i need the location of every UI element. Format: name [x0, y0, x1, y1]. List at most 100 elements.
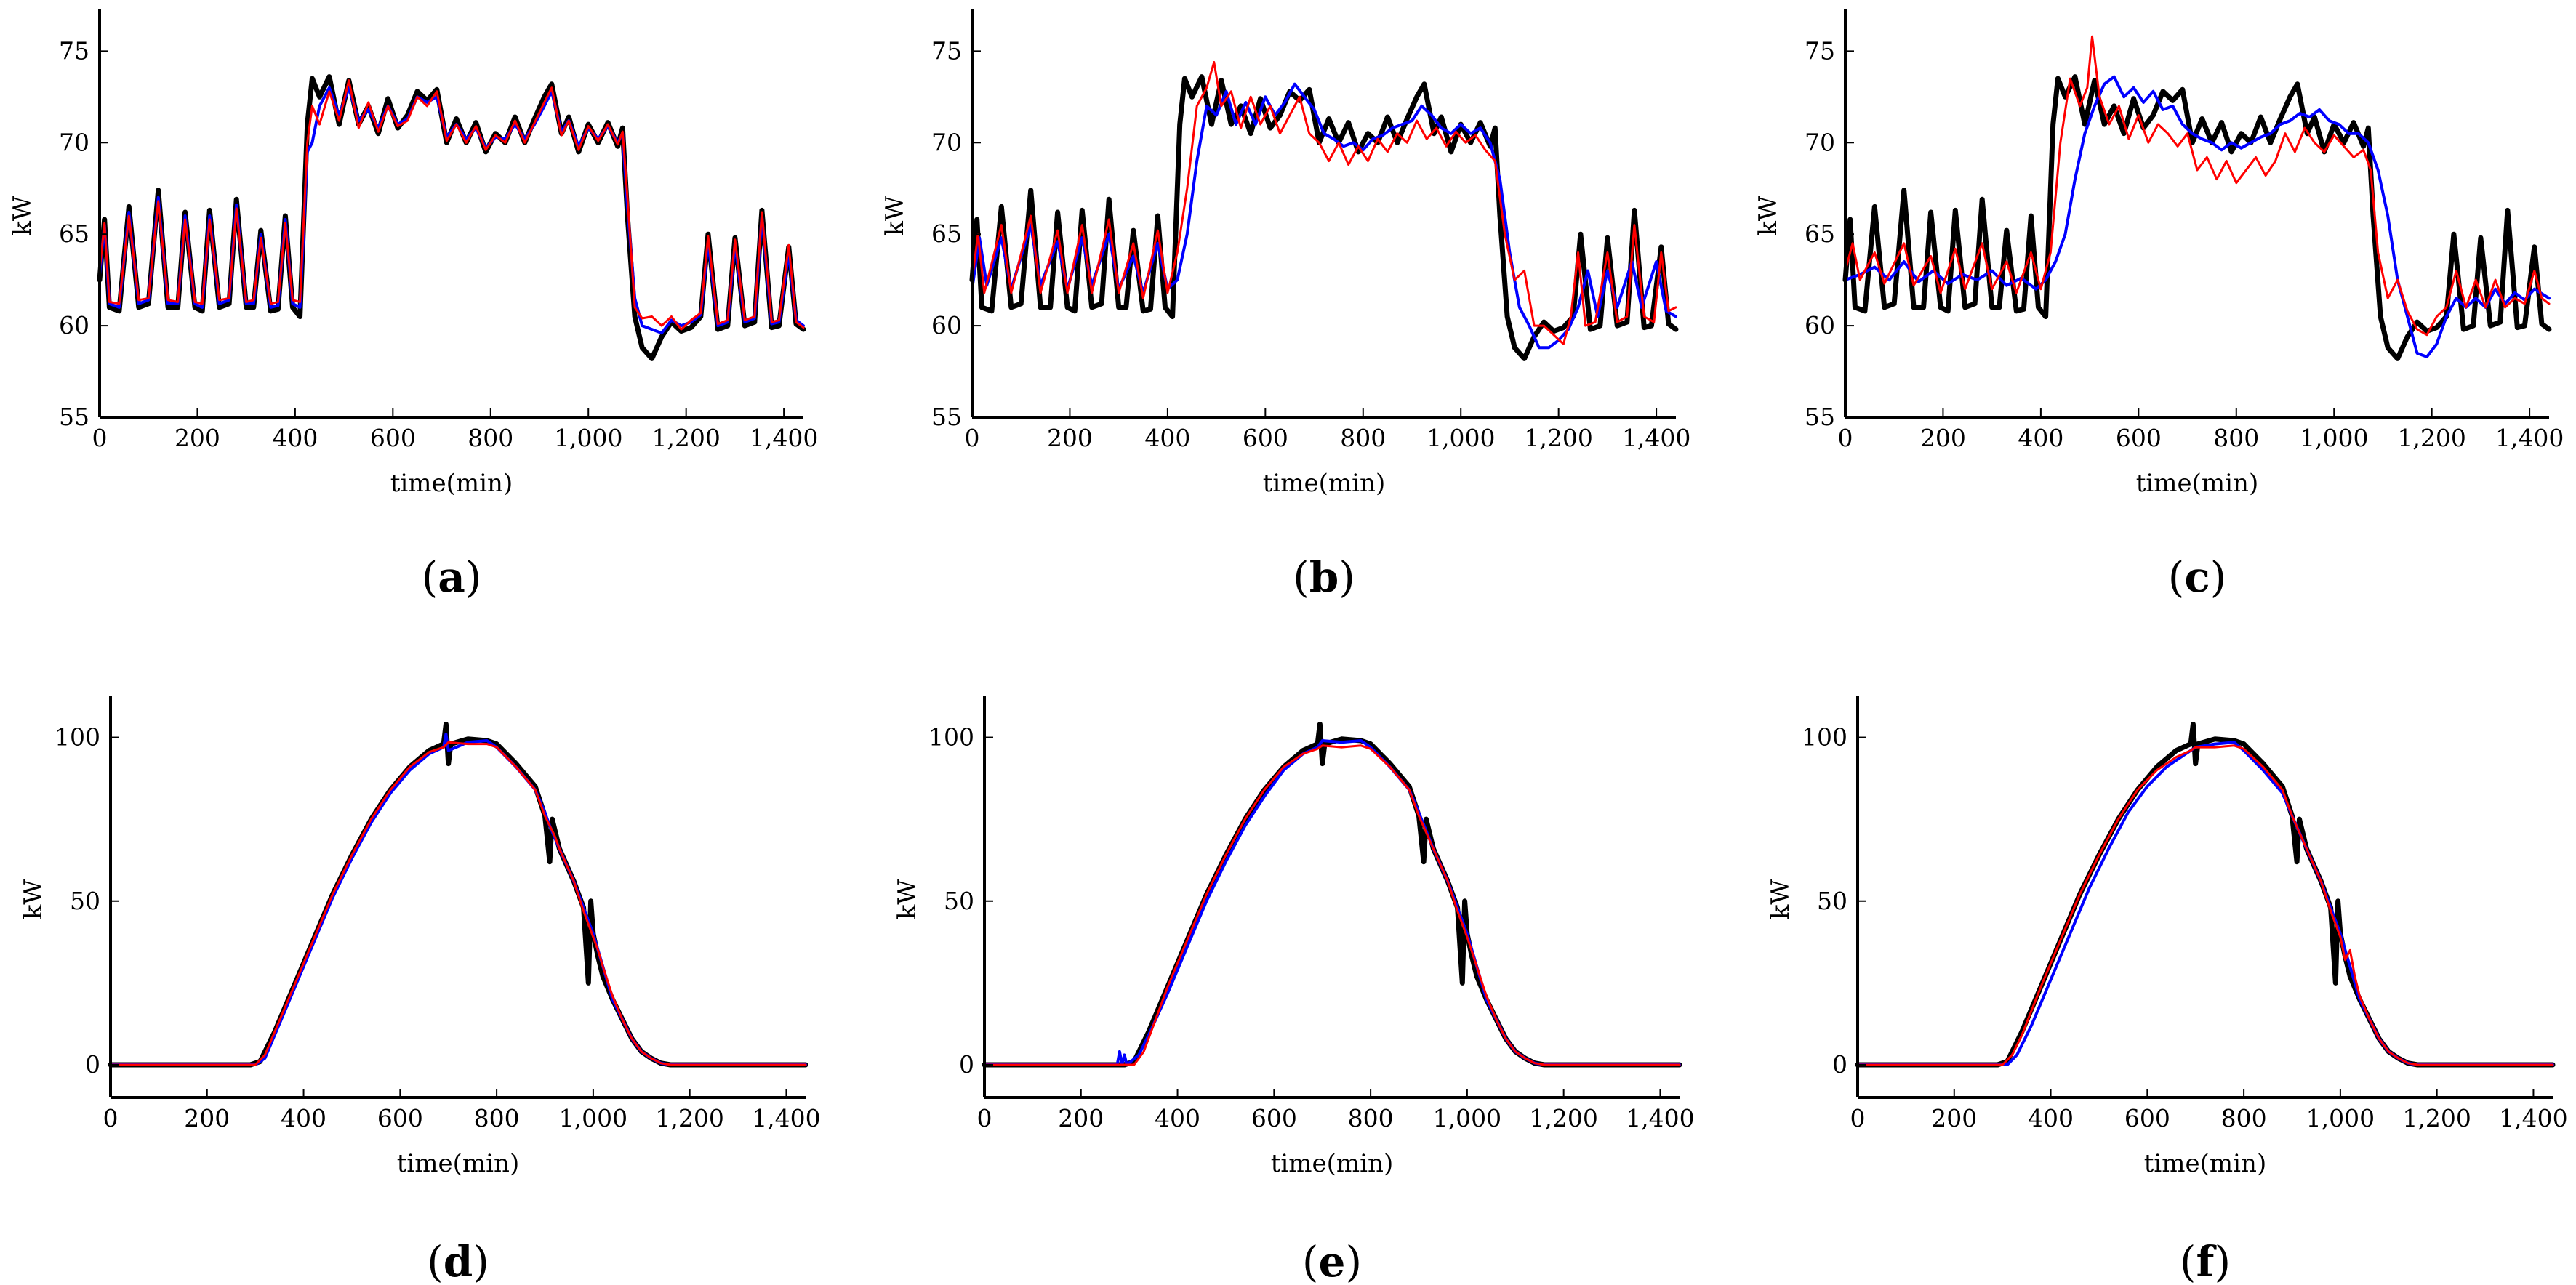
- caption-letter: f: [2196, 1237, 2218, 1285]
- x-tick-label: 400: [1155, 1104, 1200, 1132]
- caption-paren-close: ): [1339, 552, 1355, 602]
- series-line-forecast-blue: [971, 82, 1677, 350]
- x-tick-label: 0: [1850, 1104, 1866, 1132]
- y-axis-label: kW: [8, 196, 37, 236]
- panel-caption: (d): [427, 1237, 489, 1285]
- caption-letter: d: [444, 1237, 473, 1285]
- caption-paren-close: ): [2210, 552, 2227, 602]
- y-tick-label: 70: [59, 128, 89, 156]
- x-tick-label: 1,200: [1529, 1104, 1597, 1132]
- x-tick-label: 0: [977, 1104, 992, 1132]
- y-tick-label: 60: [1805, 311, 1835, 339]
- x-tick-label: 600: [2124, 1104, 2170, 1132]
- x-tick-label: 1,400: [1626, 1104, 1694, 1132]
- x-tick-label: 1,400: [2495, 424, 2564, 452]
- caption-letter: b: [1309, 552, 1339, 602]
- x-tick-label: 600: [377, 1104, 423, 1132]
- y-tick-label: 75: [59, 36, 89, 65]
- chart-panel-f: 0 200 400 600 800 1,000 1,200 1,400 0 50 100 time(m…: [1766, 696, 2568, 1285]
- x-tick-label: 1,200: [655, 1104, 723, 1132]
- y-tick-label: 65: [59, 219, 89, 248]
- x-tick-label: 1,000: [1427, 424, 1495, 452]
- caption-paren-open: (: [427, 1237, 444, 1285]
- x-tick-label: 800: [2221, 1104, 2267, 1132]
- x-tick-label: 0: [1838, 424, 1853, 452]
- y-tick-label: 65: [931, 219, 962, 248]
- x-axis-label: time(min): [390, 469, 513, 498]
- x-tick-label: 1,400: [1622, 424, 1690, 452]
- caption-letter: a: [438, 552, 465, 602]
- x-tick-label: 400: [281, 1104, 326, 1132]
- x-tick-label: 0: [92, 424, 108, 452]
- x-tick-label: 0: [965, 424, 980, 452]
- y-tick-label: 75: [1805, 36, 1835, 65]
- series-line-forecast-blue: [1856, 741, 2554, 1066]
- x-tick-label: 1,200: [2397, 424, 2465, 452]
- y-tick-label: 0: [85, 1050, 100, 1079]
- x-tick-label: 600: [1251, 1104, 1297, 1132]
- x-tick-label: 800: [468, 424, 513, 452]
- x-tick-label: 1,000: [559, 1104, 627, 1132]
- x-tick-label: 1,400: [750, 424, 818, 452]
- caption-paren-open: (: [1302, 1237, 1319, 1285]
- x-tick-label: 1,200: [1524, 424, 1592, 452]
- caption-paren-close: ): [473, 1237, 489, 1285]
- chart-panel-a: 0 200 400 600 800 1,000 1,200 1,400 55 60 65 70 75 ti…: [8, 9, 818, 602]
- x-axis-label: time(min): [2136, 469, 2258, 498]
- x-tick-label: 1,400: [2499, 1104, 2567, 1132]
- y-tick-label: 100: [928, 723, 974, 752]
- series-line-forecast-blue: [1844, 75, 2551, 358]
- x-tick-label: 1,200: [651, 424, 720, 452]
- y-tick-label: 100: [1802, 723, 1847, 752]
- x-tick-label: 0: [103, 1104, 119, 1132]
- panel-caption: (f): [2180, 1237, 2231, 1285]
- x-tick-label: 1,200: [2402, 1104, 2471, 1132]
- x-tick-label: 600: [370, 424, 416, 452]
- caption-paren-close: ): [2214, 1237, 2231, 1285]
- series-line-forecast-red: [983, 744, 1681, 1066]
- x-tick-label: 1,400: [752, 1104, 820, 1132]
- y-tick-label: 70: [931, 128, 962, 156]
- series-line-actual: [982, 722, 1682, 1068]
- y-tick-label: 55: [59, 403, 89, 431]
- caption-paren-close: ): [465, 552, 482, 602]
- y-axis-label: kW: [880, 196, 910, 236]
- x-axis-label: time(min): [2144, 1149, 2266, 1178]
- x-tick-label: 400: [2028, 1104, 2074, 1132]
- panel-caption: (c): [2168, 552, 2227, 602]
- y-tick-label: 0: [1832, 1050, 1847, 1079]
- series-line-actual: [1842, 74, 2552, 361]
- x-tick-label: 800: [2213, 424, 2259, 452]
- y-tick-label: 100: [55, 723, 100, 752]
- chart-panel-b: 0 200 400 600 800 1,000 1,200 1,400 55 60 65 70 75 ti…: [880, 9, 1690, 602]
- y-tick-label: 75: [931, 36, 962, 65]
- caption-paren-close: ): [1345, 1237, 1362, 1285]
- series-line-actual: [108, 722, 808, 1068]
- y-tick-label: 70: [1805, 128, 1835, 156]
- y-tick-label: 60: [59, 311, 89, 339]
- series-line-forecast-red: [98, 79, 805, 331]
- y-axis-label: kW: [1766, 879, 1795, 920]
- panel-caption: (a): [422, 552, 482, 602]
- x-tick-label: 200: [1920, 424, 1966, 452]
- series-line-forecast-red: [1844, 35, 2551, 337]
- x-tick-label: 1,000: [554, 424, 622, 452]
- series-line-actual: [1855, 722, 2556, 1068]
- caption-paren-open: (: [2180, 1237, 2196, 1285]
- x-tick-label: 200: [184, 1104, 230, 1132]
- x-tick-label: 1,000: [2306, 1104, 2375, 1132]
- y-tick-label: 55: [931, 403, 962, 431]
- y-axis-label: kW: [19, 879, 48, 920]
- series-line-forecast-red: [1856, 744, 2554, 1066]
- y-axis-label: kW: [1754, 196, 1783, 236]
- x-tick-label: 800: [1340, 424, 1386, 452]
- y-tick-label: 50: [70, 887, 100, 915]
- caption-letter: c: [2184, 552, 2210, 602]
- x-tick-label: 800: [474, 1104, 520, 1132]
- x-tick-label: 400: [2018, 424, 2063, 452]
- x-tick-label: 600: [2116, 424, 2162, 452]
- x-tick-label: 600: [1243, 424, 1288, 452]
- x-tick-label: 800: [1348, 1104, 1394, 1132]
- x-tick-label: 400: [272, 424, 318, 452]
